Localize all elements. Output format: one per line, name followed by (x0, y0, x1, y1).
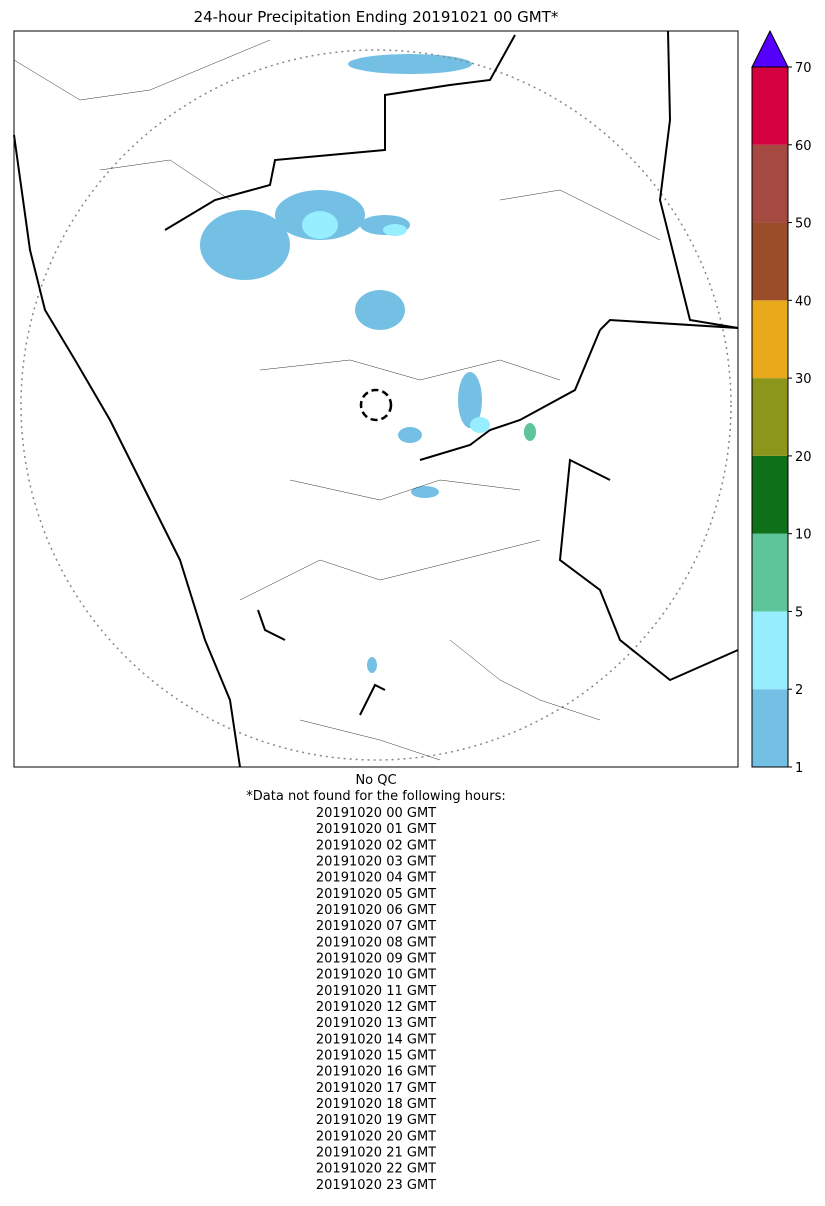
missing-hour: 20191020 11 GMT (316, 984, 436, 999)
colorbar-tick-label: 10 (795, 528, 812, 543)
missing-hour: 20191020 16 GMT (316, 1065, 436, 1080)
colorbar-tick-label: 2 (795, 683, 803, 698)
title: 24-hour Precipitation Ending 20191021 00… (194, 8, 559, 26)
colorbar-segment (752, 611, 788, 690)
missing-header: *Data not found for the following hours: (246, 789, 505, 804)
colorbar-segment (752, 67, 788, 145)
colorbar-tick-label: 30 (795, 372, 812, 387)
colorbar-tick-label: 1 (795, 761, 803, 776)
colorbar: 1 2 5 10 20 30 40 50 60 70 (751, 29, 812, 776)
colorbar-segment (752, 533, 788, 612)
precip-areas-heavier (302, 211, 490, 433)
colorbar-segment (752, 144, 788, 223)
missing-hour: 20191020 07 GMT (316, 919, 436, 934)
missing-hour: 20191020 13 GMT (316, 1016, 436, 1031)
missing-hour: 20191020 19 GMT (316, 1113, 436, 1128)
colorbar-extend (751, 29, 789, 68)
precip-cell (524, 423, 536, 441)
missing-hour: 20191020 21 GMT (316, 1146, 436, 1161)
map-frame (13, 30, 739, 768)
map (13, 30, 739, 768)
missing-hour: 20191020 20 GMT (316, 1129, 436, 1144)
colorbar-segment (752, 455, 788, 534)
colorbar-segment (752, 222, 788, 301)
colorbar-tick-label: 40 (795, 294, 812, 309)
missing-hour: 20191020 09 GMT (316, 952, 436, 967)
missing-hour: 20191020 02 GMT (316, 838, 436, 853)
radar-range (20, 49, 732, 761)
missing-hour: 20191020 14 GMT (316, 1032, 436, 1047)
notes: No QC *Data not found for the following … (246, 773, 505, 1193)
missing-hour: 20191020 01 GMT (316, 822, 436, 837)
missing-hour: 20191020 04 GMT (316, 871, 436, 886)
missing-hour: 20191020 23 GMT (316, 1178, 436, 1193)
missing-hour: 20191020 05 GMT (316, 887, 436, 902)
colorbar-segment (752, 378, 788, 456)
colorbar-segment (752, 689, 788, 767)
missing-hour: 20191020 18 GMT (316, 1097, 436, 1112)
colorbar-segment (752, 300, 788, 379)
missing-hour: 20191020 12 GMT (316, 1000, 436, 1015)
missing-hour: 20191020 10 GMT (316, 968, 436, 983)
missing-hour: 20191020 15 GMT (316, 1049, 436, 1064)
colorbar-tick-label: 60 (795, 139, 812, 154)
districts (13, 39, 661, 761)
boundaries (13, 30, 739, 768)
colorbar-tick-label: 50 (795, 217, 812, 232)
colorbar-tick-label: 70 (795, 61, 812, 76)
precip-areas (200, 54, 482, 673)
missing-hour: 20191020 17 GMT (316, 1081, 436, 1096)
missing-hour: 20191020 03 GMT (316, 855, 436, 870)
missing-hour: 20191020 06 GMT (316, 903, 436, 918)
missing-hour: 20191020 22 GMT (316, 1162, 436, 1177)
colorbar-tick-label: 20 (795, 450, 812, 465)
missing-hour: 20191020 00 GMT (316, 806, 436, 821)
qc-note: No QC (355, 773, 396, 788)
radar-site (359, 388, 393, 422)
colorbar-frame (751, 66, 789, 768)
colorbar-tick-label: 5 (795, 605, 803, 620)
missing-hour: 20191020 08 GMT (316, 935, 436, 950)
